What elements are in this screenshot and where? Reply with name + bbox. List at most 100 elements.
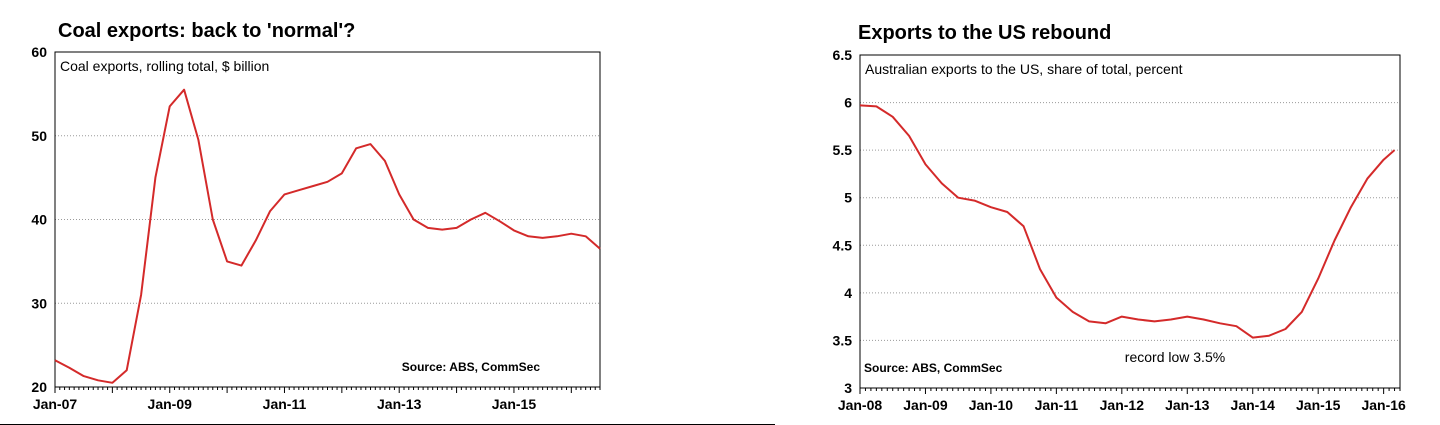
x-tick-label: Jan-16 — [1361, 397, 1406, 413]
data-point — [341, 173, 343, 175]
data-point — [83, 375, 85, 377]
source-note: Source: ABS, CommSec — [402, 360, 541, 374]
data-point — [255, 240, 257, 242]
x-tick-label: Jan-15 — [1296, 397, 1341, 413]
y-tick-label: 5 — [844, 190, 852, 206]
data-point — [427, 227, 429, 229]
data-point — [974, 200, 976, 202]
data-point — [1203, 319, 1205, 321]
data-point — [1105, 322, 1107, 324]
y-tick-label: 40 — [31, 212, 47, 228]
y-tick-label: 5.5 — [833, 142, 853, 158]
data-point — [1039, 268, 1041, 270]
data-point — [990, 206, 992, 208]
chart-subtitle: Australian exports to the US, share of t… — [865, 61, 1183, 77]
data-point — [198, 139, 200, 141]
data-point — [355, 147, 357, 149]
data-point — [1235, 325, 1237, 327]
x-tick-label: Jan-09 — [148, 396, 193, 412]
data-point — [1268, 335, 1270, 337]
data-point — [226, 260, 228, 262]
data-point — [312, 185, 314, 187]
data-point — [1350, 206, 1352, 208]
data-point — [1006, 211, 1008, 213]
chart-title: Coal exports: back to 'normal'? — [58, 20, 356, 42]
y-tick-label: 6 — [844, 95, 852, 111]
data-point — [212, 219, 214, 221]
data-point — [284, 193, 286, 195]
x-tick-label: Jan-10 — [969, 397, 1014, 413]
series-line — [859, 104, 1396, 339]
data-point — [1023, 225, 1025, 227]
y-tick-label: 4 — [844, 285, 852, 301]
data-point — [1121, 316, 1123, 318]
data-point — [1154, 321, 1156, 323]
y-tick-label: 3.5 — [833, 332, 853, 348]
y-tick-label: 6.5 — [833, 47, 853, 63]
data-point — [570, 233, 572, 235]
chart-title: Exports to the US rebound — [858, 22, 1112, 44]
data-point — [1219, 322, 1221, 324]
data-point — [140, 294, 142, 296]
data-point — [1334, 240, 1336, 242]
data-point — [542, 237, 544, 239]
data-point — [126, 369, 128, 371]
x-tick-label: Jan-08 — [838, 397, 883, 413]
data-point — [1394, 149, 1396, 151]
data-point — [241, 265, 243, 267]
y-tick-label: 3 — [844, 380, 852, 396]
data-point — [154, 177, 156, 179]
x-tick-label: Jan-11 — [1035, 397, 1079, 413]
data-point — [875, 105, 877, 107]
x-tick-label: Jan-12 — [1100, 397, 1145, 413]
data-point — [54, 359, 56, 361]
data-point — [1301, 311, 1303, 313]
data-point — [1383, 159, 1385, 161]
data-point — [908, 135, 910, 137]
data-point — [1170, 319, 1172, 321]
data-point — [585, 235, 587, 237]
y-tick-label: 4.5 — [833, 237, 853, 253]
us-exports-chart: 3 3.5 4 4.5 5 5.5 6 6.5 Jan-08 Jan-09 Jan-10 Jan-11… — [833, 47, 1406, 413]
x-tick-label: Jan-13 — [377, 396, 422, 412]
plot-frame — [859, 54, 1401, 389]
data-point — [370, 143, 372, 145]
data-point — [183, 89, 185, 91]
data-point — [384, 160, 386, 162]
us-exports-panel: Exports to the US rebound 3 3.5 4 4.5 5 5.5 6 6… — [790, 0, 1440, 425]
chart-subtitle: Coal exports, rolling total, $ billion — [60, 58, 269, 74]
coal-exports-chart: 20 30 40 50 60 Jan-07 Jan-09 Jan-11 Jan-13 Jan-15… — [31, 44, 601, 412]
x-tick-label: Jan-14 — [1231, 397, 1276, 413]
y-tick-label: 50 — [31, 128, 47, 144]
data-point — [1317, 278, 1319, 280]
x-tick-label: Jan-11 — [263, 396, 307, 412]
data-point — [527, 235, 529, 237]
data-point — [1252, 337, 1254, 339]
x-tick-label: Jan-09 — [903, 397, 948, 413]
data-point — [111, 382, 113, 384]
data-point — [97, 379, 99, 381]
data-point — [413, 219, 415, 221]
data-point — [169, 106, 171, 108]
data-point — [499, 220, 501, 222]
data-point — [441, 229, 443, 231]
data-point — [327, 181, 329, 183]
coal-exports-panel: Coal exports: back to 'normal'? 20 30 40 50… — [0, 20, 775, 425]
data-point — [68, 367, 70, 369]
data-point — [859, 105, 861, 107]
x-tick-label: Jan-07 — [33, 396, 78, 412]
data-point — [1137, 319, 1139, 321]
data-point — [892, 116, 894, 118]
data-point — [556, 235, 558, 237]
data-point — [925, 164, 927, 166]
series-line — [54, 88, 601, 384]
annotation: record low 3.5% — [1125, 349, 1225, 365]
x-tick-label: Jan-15 — [492, 396, 537, 412]
data-point — [484, 212, 486, 214]
data-point — [398, 193, 400, 195]
x-tick-label: Jan-13 — [1165, 397, 1210, 413]
data-point — [1285, 328, 1287, 330]
source-note: Source: ABS, CommSec — [864, 361, 1003, 375]
data-point — [1088, 321, 1090, 323]
data-point — [1366, 178, 1368, 180]
